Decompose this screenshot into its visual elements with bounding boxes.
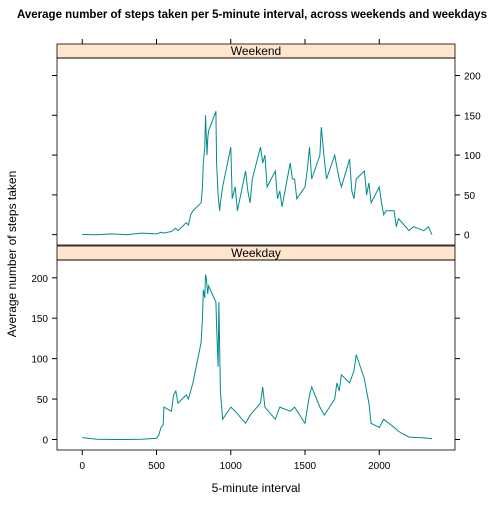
x-tick-label: 500	[148, 461, 165, 472]
panel	[56, 259, 456, 451]
x-tick-label: 0	[79, 461, 85, 472]
y-axis-label: Average number of steps taken	[5, 171, 19, 338]
y-tick-label: 50	[37, 395, 49, 406]
y-tick-label: 0	[464, 231, 470, 242]
y-tick-label: 150	[31, 314, 48, 325]
strip-label: Weekday	[231, 246, 281, 260]
y-tick-label: 200	[31, 274, 48, 285]
y-tick-label: 200	[464, 72, 481, 83]
y-tick-label: 150	[464, 111, 481, 122]
panel	[56, 57, 456, 246]
series-line	[82, 274, 433, 440]
strip-label: Weekend	[231, 44, 281, 58]
y-tick-label: 100	[31, 355, 48, 366]
x-tick-label: 1500	[294, 461, 317, 472]
y-tick-label: 0	[42, 435, 48, 446]
y-tick-label: 50	[464, 191, 476, 202]
series-line	[82, 111, 433, 236]
x-axis-label: 5-minute interval	[212, 481, 301, 495]
x-tick-label: 2000	[368, 461, 391, 472]
chart-title: Average number of steps taken per 5-minu…	[17, 9, 487, 21]
x-tick-label: 1000	[220, 461, 243, 472]
y-tick-label: 100	[464, 151, 481, 162]
